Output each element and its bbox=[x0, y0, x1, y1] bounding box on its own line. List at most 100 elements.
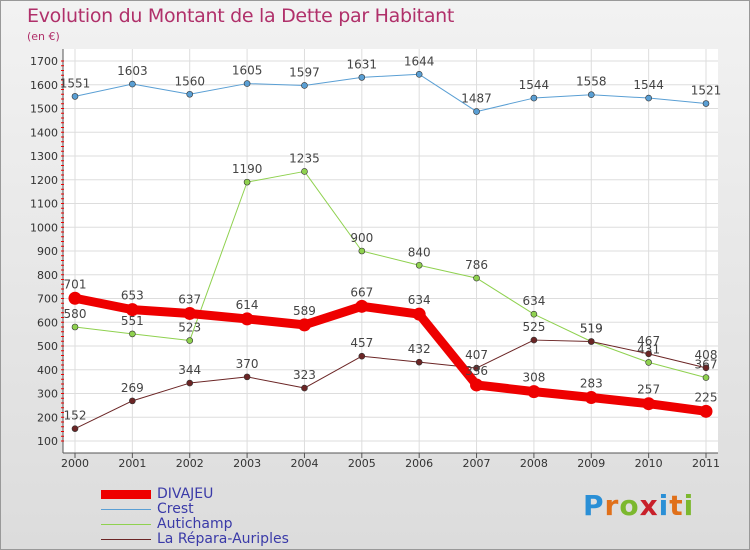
chart-subtitle: (en €) bbox=[27, 30, 60, 43]
logo-letter: i bbox=[658, 489, 670, 522]
data-point bbox=[642, 397, 656, 411]
series-line bbox=[74, 339, 707, 430]
data-point bbox=[68, 291, 82, 305]
series-line bbox=[74, 73, 707, 113]
data-point bbox=[358, 74, 366, 81]
data-label: 1560 bbox=[174, 74, 205, 88]
data-label: 152 bbox=[64, 409, 87, 423]
data-point bbox=[645, 350, 652, 358]
y-tick-label: 500 bbox=[37, 340, 58, 353]
data-point bbox=[183, 306, 197, 320]
y-tick-label: 1000 bbox=[30, 221, 58, 234]
data-label: 519 bbox=[580, 321, 603, 335]
x-tick-label: 2009 bbox=[577, 457, 605, 470]
data-point bbox=[129, 397, 136, 405]
data-label: 525 bbox=[522, 320, 545, 334]
data-label: 667 bbox=[350, 285, 373, 299]
data-label: 786 bbox=[465, 258, 488, 272]
data-label: 1605 bbox=[232, 64, 263, 78]
data-point bbox=[301, 384, 308, 392]
y-tick-label: 800 bbox=[37, 269, 58, 282]
data-label: 1544 bbox=[519, 78, 550, 92]
x-tick-label: 2006 bbox=[405, 457, 433, 470]
data-point bbox=[645, 359, 652, 366]
legend-item: DIVAJEU bbox=[101, 487, 289, 502]
data-label: 408 bbox=[695, 348, 718, 362]
data-point bbox=[125, 303, 139, 317]
y-tick-label: 200 bbox=[37, 411, 58, 424]
data-point bbox=[71, 323, 79, 331]
logo-letter: t bbox=[669, 489, 684, 522]
data-label: 1644 bbox=[404, 54, 435, 68]
data-label: 257 bbox=[637, 383, 660, 397]
x-tick-label: 2008 bbox=[520, 457, 548, 470]
data-label: 653 bbox=[121, 289, 144, 303]
data-point bbox=[243, 80, 251, 87]
data-point bbox=[473, 364, 480, 372]
data-point bbox=[587, 338, 595, 345]
data-label: 551 bbox=[121, 314, 144, 328]
data-point bbox=[355, 299, 369, 313]
data-point bbox=[129, 330, 136, 338]
data-point bbox=[412, 307, 426, 321]
legend-label: Autichamp bbox=[157, 516, 233, 532]
legend-label: Crest bbox=[157, 501, 194, 517]
series-line bbox=[74, 170, 707, 379]
x-tick-label: 2011 bbox=[692, 457, 720, 470]
y-tick-label: 300 bbox=[37, 388, 58, 401]
y-tick-label: 1600 bbox=[30, 79, 58, 92]
data-point bbox=[530, 310, 538, 318]
y-tick-label: 1100 bbox=[30, 198, 58, 211]
y-tick-label: 1300 bbox=[30, 150, 58, 163]
data-label: 900 bbox=[350, 231, 373, 245]
chart-title: Evolution du Montant de la Dette par Hab… bbox=[27, 5, 455, 27]
data-point bbox=[129, 80, 136, 88]
data-point bbox=[186, 90, 194, 98]
data-point bbox=[301, 168, 308, 175]
data-point bbox=[702, 364, 710, 372]
y-tick-label: 600 bbox=[37, 316, 58, 329]
data-point bbox=[71, 425, 79, 432]
data-point bbox=[243, 373, 251, 381]
data-point bbox=[473, 274, 480, 282]
x-tick-label: 2010 bbox=[635, 457, 663, 470]
legend-swatch bbox=[101, 539, 151, 540]
data-label: 323 bbox=[293, 368, 316, 382]
data-label: 467 bbox=[637, 334, 660, 348]
data-label: 523 bbox=[178, 321, 201, 335]
data-label: 701 bbox=[64, 277, 87, 291]
data-point bbox=[71, 93, 79, 100]
data-label: 634 bbox=[522, 294, 545, 308]
x-tick-label: 2001 bbox=[118, 457, 146, 470]
data-point bbox=[702, 374, 710, 381]
data-label: 432 bbox=[408, 342, 431, 356]
x-tick-label: 2003 bbox=[233, 457, 261, 470]
data-label: 589 bbox=[293, 304, 316, 318]
data-label: 1487 bbox=[461, 92, 492, 106]
logo-letter: o bbox=[619, 489, 640, 522]
data-point bbox=[527, 385, 541, 399]
data-label: 269 bbox=[121, 381, 144, 395]
data-point bbox=[301, 82, 308, 89]
data-label: 1558 bbox=[576, 75, 607, 89]
data-label: 336 bbox=[465, 364, 488, 378]
y-tick-label: 100 bbox=[37, 435, 58, 448]
data-label: 308 bbox=[522, 371, 545, 385]
data-label: 519 bbox=[580, 321, 603, 335]
data-point bbox=[240, 312, 254, 326]
data-point bbox=[186, 379, 194, 387]
legend-item: La Répara-Auriples bbox=[101, 532, 289, 547]
data-label: 283 bbox=[580, 377, 603, 391]
data-label: 637 bbox=[178, 292, 201, 306]
y-tick-label: 700 bbox=[37, 293, 58, 306]
legend-item: Crest bbox=[101, 502, 289, 517]
logo-letter: P bbox=[583, 489, 605, 522]
legend-item: Autichamp bbox=[101, 517, 289, 532]
data-label: 614 bbox=[236, 298, 259, 312]
x-tick-label: 2005 bbox=[348, 457, 376, 470]
proxiti-logo: Proxiti bbox=[583, 489, 694, 522]
data-label: 225 bbox=[695, 390, 718, 404]
data-label: 580 bbox=[64, 307, 87, 321]
data-label: 370 bbox=[236, 357, 259, 371]
